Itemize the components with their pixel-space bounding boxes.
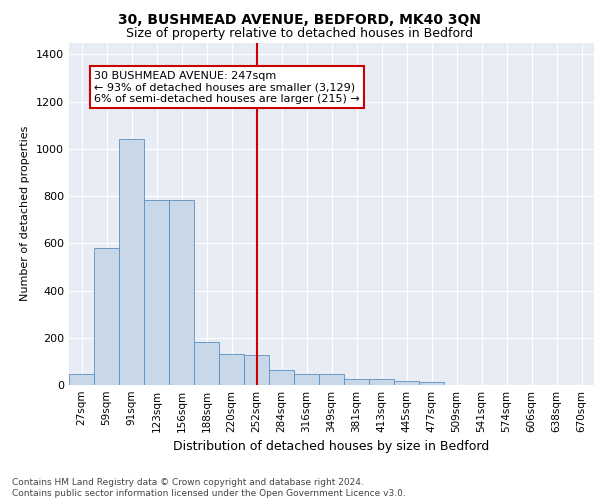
Bar (194, 342, 219, 385)
Text: 30, BUSHMEAD AVENUE, BEDFORD, MK40 3QN: 30, BUSHMEAD AVENUE, BEDFORD, MK40 3QN (119, 12, 482, 26)
Bar (369, 379, 394, 385)
Bar (94, 248, 119, 385)
Bar (144, 200, 169, 385)
Bar (244, 355, 269, 385)
Bar (169, 200, 194, 385)
Text: Contains HM Land Registry data © Crown copyright and database right 2024.
Contai: Contains HM Land Registry data © Crown c… (12, 478, 406, 498)
Bar (69, 374, 94, 385)
Text: Size of property relative to detached houses in Bedford: Size of property relative to detached ho… (127, 28, 473, 40)
X-axis label: Distribution of detached houses by size in Bedford: Distribution of detached houses by size … (173, 440, 490, 454)
Y-axis label: Number of detached properties: Number of detached properties (20, 126, 31, 302)
Bar (269, 370, 294, 385)
Bar (219, 354, 244, 385)
Bar (419, 382, 444, 385)
Bar (319, 374, 344, 385)
Bar (294, 374, 319, 385)
Bar (394, 380, 419, 385)
Bar (344, 379, 369, 385)
Text: 30 BUSHMEAD AVENUE: 247sqm
← 93% of detached houses are smaller (3,129)
6% of se: 30 BUSHMEAD AVENUE: 247sqm ← 93% of deta… (94, 71, 360, 104)
Bar (119, 140, 144, 385)
